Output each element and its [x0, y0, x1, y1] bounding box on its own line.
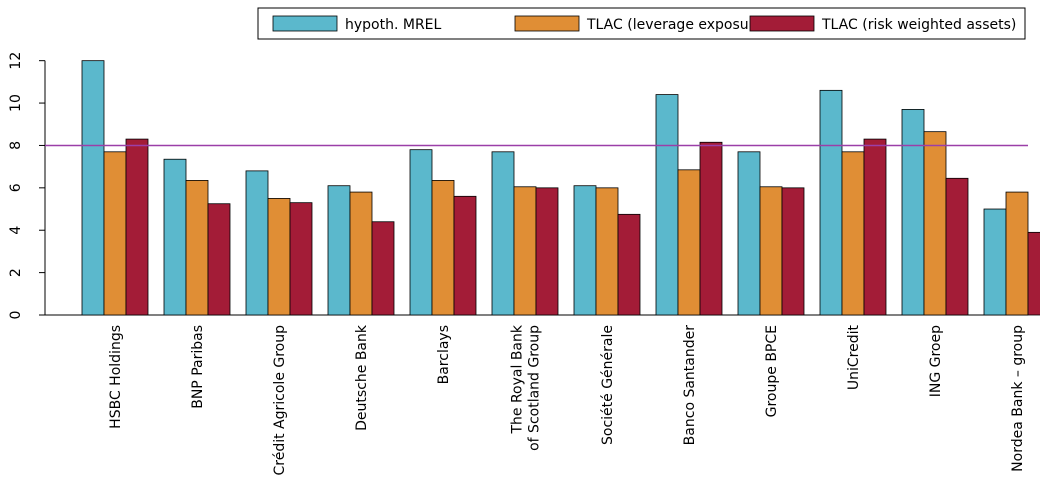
- x-tick-label: Société Générale: [600, 325, 616, 445]
- bar: [245, 170, 269, 316]
- x-tick-label: Barclays: [436, 325, 452, 384]
- x-tick-label: HSBC Holdings: [108, 325, 124, 429]
- bar: [453, 195, 477, 316]
- bar: [409, 149, 433, 316]
- x-tick-label: BNP Paribas: [190, 325, 206, 409]
- bar: [863, 138, 887, 316]
- bar: [573, 185, 597, 316]
- bar: [349, 191, 373, 316]
- bar: [699, 141, 723, 316]
- bar: [595, 187, 619, 316]
- legend-swatch: [272, 15, 338, 32]
- bar: [1005, 191, 1029, 316]
- bar: [781, 187, 805, 316]
- bar: [901, 109, 925, 316]
- x-tick-label: Groupe BPCE: [764, 325, 780, 417]
- bar: [655, 94, 679, 316]
- x-tick-label: Crédit Agricole Group: [272, 325, 288, 476]
- x-tick-label: Nordea Bank – group: [1010, 325, 1026, 472]
- y-tick-label: 4: [8, 226, 24, 235]
- x-tick-label: Deutsche Bank: [354, 324, 370, 431]
- y-tick-label: 6: [8, 183, 24, 192]
- y-tick-label: 2: [8, 268, 24, 277]
- bar: [431, 180, 455, 316]
- bar: [125, 138, 149, 316]
- bar: [163, 158, 187, 316]
- bar: [491, 151, 515, 316]
- bar: [737, 151, 761, 316]
- bar: [289, 202, 313, 316]
- bar: [819, 89, 843, 316]
- legend-box: [257, 7, 1026, 40]
- y-tick-label: 8: [8, 141, 24, 150]
- bar: [103, 151, 127, 316]
- bar: [1027, 231, 1040, 316]
- bar: [677, 169, 701, 316]
- bar: [513, 186, 537, 316]
- bar: [185, 180, 209, 316]
- legend-swatch: [514, 15, 580, 32]
- y-tick-label: 0: [8, 311, 24, 320]
- x-tick-label: Banco Santander: [682, 325, 698, 446]
- bar: [81, 60, 105, 316]
- bar: [327, 185, 351, 316]
- y-tick-label: 12: [8, 52, 24, 70]
- bar: [945, 177, 969, 316]
- bar: [207, 203, 231, 316]
- bar: [617, 213, 641, 316]
- bar: [267, 198, 291, 316]
- bar: [371, 221, 395, 316]
- legend-label: hypoth. MREL: [345, 17, 442, 33]
- bar: [759, 186, 783, 316]
- bar: [983, 208, 1007, 316]
- x-tick-label: ING Groep: [928, 325, 944, 397]
- legend-swatch: [749, 15, 815, 32]
- y-tick-label: 10: [8, 94, 24, 112]
- x-tick-label: UniCredit: [846, 325, 862, 391]
- bar: [923, 131, 947, 316]
- x-tick-label: The Royal Bankof Scotland Group: [510, 324, 543, 451]
- legend-label: TLAC (risk weighted assets): [821, 17, 1016, 33]
- bar: [535, 187, 559, 316]
- bar: [841, 151, 865, 316]
- legend-label: TLAC (leverage exposure): [586, 17, 768, 33]
